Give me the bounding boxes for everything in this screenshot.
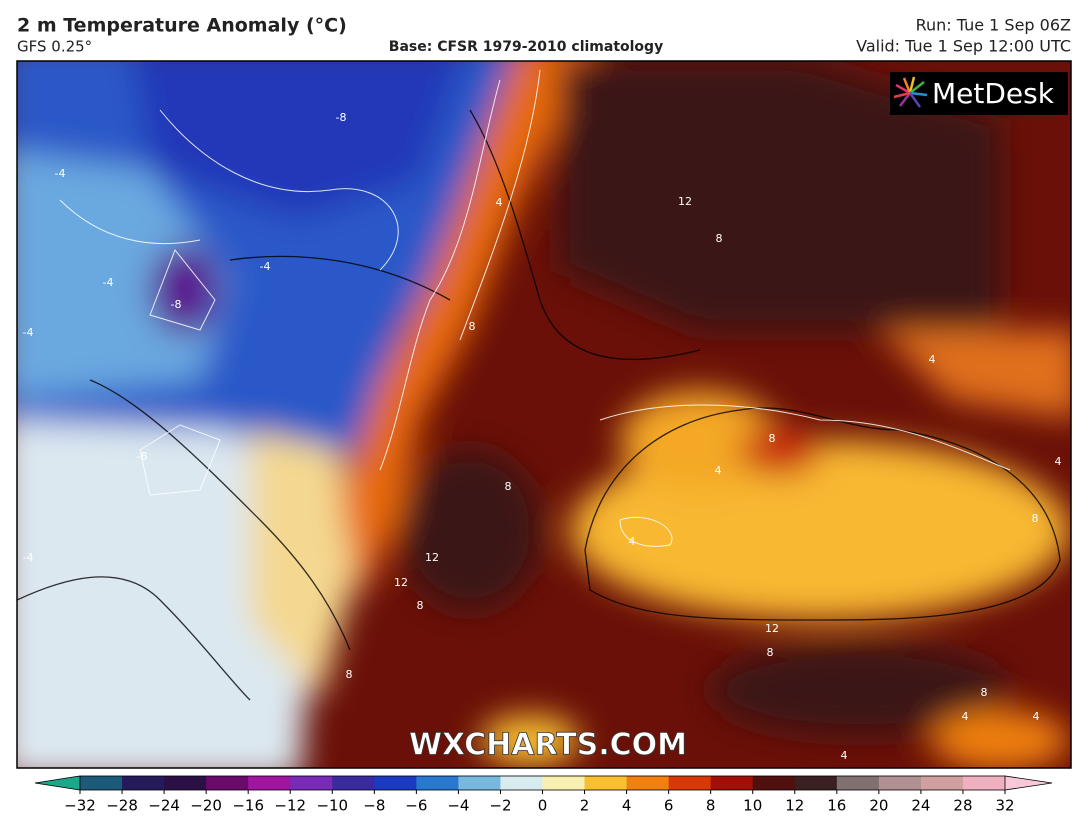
colorbar-tick-label: 8	[706, 797, 716, 815]
colorbar-segment	[416, 776, 459, 790]
contour-label: 4	[841, 749, 848, 762]
colorbar-segment	[290, 776, 333, 790]
colorbar-segment	[500, 776, 543, 790]
colorbar-segment	[962, 776, 1006, 790]
colorbar-tick-label: 2	[580, 797, 590, 815]
colorbar-tick-label: 24	[911, 797, 930, 815]
contour-label: 4	[1033, 710, 1040, 723]
colorbar-tick-label: 12	[785, 797, 804, 815]
colorbar-segment	[122, 776, 165, 790]
contour-label: -4	[55, 167, 66, 180]
contour-label: 8	[716, 232, 723, 245]
contour-label: -4	[103, 276, 114, 289]
map: -8-4-4-8-4-4-8-44 12888121284844128884844…	[17, 61, 1071, 768]
map-frame	[16, 60, 1072, 769]
valid: Valid: Tue 1 Sep 12:00 UTC	[856, 37, 1071, 56]
contour-label: 8	[767, 646, 774, 659]
colorbar-segment	[668, 776, 712, 790]
contour-label: 8	[981, 686, 988, 699]
colorbar-tick-label: −16	[232, 797, 264, 815]
colorbar-tick-label: 20	[869, 797, 888, 815]
contour-label: 8	[769, 432, 776, 445]
run: Run: Tue 1 Sep 06Z	[916, 16, 1071, 35]
contour-label: 12	[678, 195, 692, 208]
colorbar-tick-label: 16	[827, 797, 846, 815]
colorbar-tick-label: 6	[664, 797, 674, 815]
colorbar-segment	[878, 776, 922, 790]
colorbar-segment	[332, 776, 375, 790]
watermark: WXCHARTS.COM	[409, 728, 687, 763]
contour-label: 8	[1032, 512, 1039, 525]
colorbar-tick-label: −6	[405, 797, 427, 815]
colorbar-segment	[626, 776, 670, 790]
contour-label: -4	[23, 326, 34, 339]
colorbar-tick-label: −10	[316, 797, 348, 815]
colorbar-segment	[752, 776, 796, 790]
colorbar-tick-label: 28	[953, 797, 972, 815]
contour-label: 12	[765, 622, 779, 635]
colorbar-tick-label: −8	[363, 797, 385, 815]
colorbar-segment	[584, 776, 628, 790]
logo: MetDesk	[932, 77, 1055, 110]
colorbar-segment	[164, 776, 207, 790]
contour-label: -8	[137, 450, 148, 463]
colorbar-tick-label: 10	[743, 797, 762, 815]
contour-label: -4	[260, 260, 271, 273]
title: 2 m Temperature Anomaly (°C)	[17, 15, 347, 37]
contour-label: 8	[469, 320, 476, 333]
colorbar-tick-label: −28	[106, 797, 138, 815]
colorbar-segment	[542, 776, 586, 790]
colorbar-tick-label: 32	[995, 797, 1014, 815]
contour-label: 4	[715, 464, 722, 477]
colorbar-segment	[794, 776, 838, 790]
colorbar-tick-label: −4	[447, 797, 469, 815]
contour-label: 4	[629, 535, 636, 548]
colorbar-under	[34, 775, 81, 791]
contour-label: 4	[496, 196, 503, 209]
colorbar-tick-label: −2	[489, 797, 511, 815]
base: Base: CFSR 1979-2010 climatology	[389, 39, 663, 55]
contour-label: 4	[929, 353, 936, 366]
contour-label: 8	[505, 480, 512, 493]
model: GFS 0.25°	[17, 38, 92, 56]
colorbar-segment	[206, 776, 249, 790]
contour-label: 8	[417, 599, 424, 612]
contour-label: -8	[171, 298, 182, 311]
colorbar-segment	[836, 776, 880, 790]
colorbar-segment	[374, 776, 417, 790]
colorbar-tick-label: −20	[190, 797, 222, 815]
contour-label: 12	[394, 576, 408, 589]
colorbar-segment	[248, 776, 291, 790]
colorbar-segment	[710, 776, 754, 790]
contour-label: 4	[1055, 455, 1062, 468]
contour-label: -8	[336, 111, 347, 124]
colorbar-tick-label: 4	[622, 797, 632, 815]
colorbar: −32 −28 −24 −20 −16 −12 −10 −8 −6 −4 −2 0 2 4 6 8 10 12 16…	[34, 775, 1053, 815]
contour-label: 4	[962, 710, 969, 723]
colorbar-tick-label: −32	[64, 797, 96, 815]
colorbar-segment	[458, 776, 501, 790]
contour-label: -4	[23, 551, 34, 564]
colorbar-segment	[80, 776, 123, 790]
colorbar-tick-label: −12	[274, 797, 306, 815]
colorbar-tick-label: −24	[148, 797, 180, 815]
logo-icon	[893, 76, 928, 108]
contour-label: 12	[425, 551, 439, 564]
contour-label: 8	[346, 668, 353, 681]
colorbar-segment	[920, 776, 964, 790]
colorbar-tick-label: 0	[538, 797, 548, 815]
colorbar-over	[1004, 775, 1053, 791]
